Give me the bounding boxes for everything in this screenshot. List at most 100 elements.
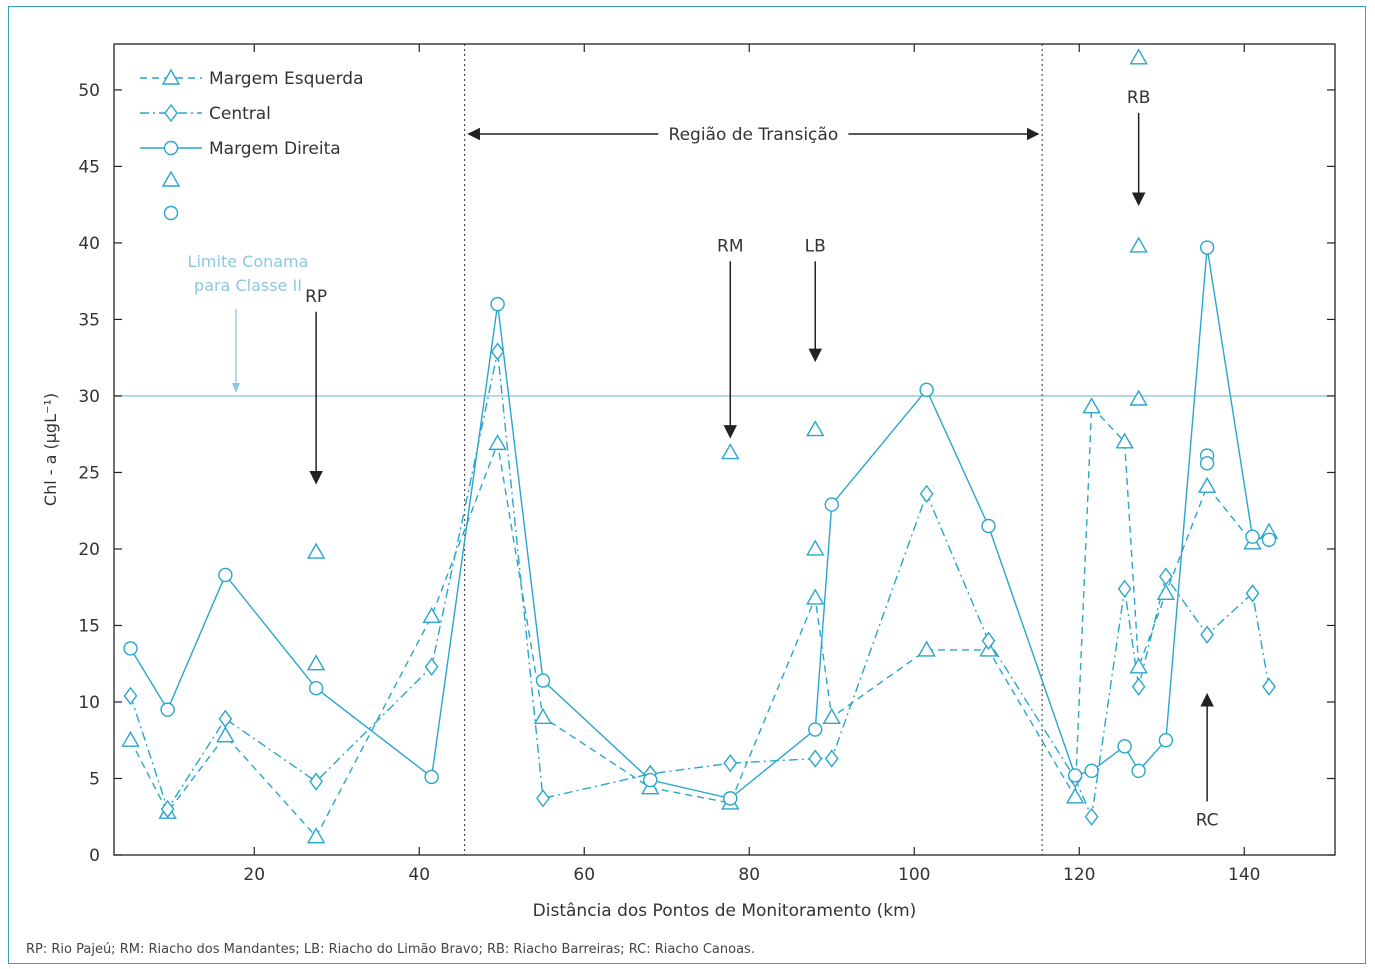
data-point-triangle xyxy=(1129,657,1148,674)
data-point-triangle xyxy=(1197,476,1217,493)
data-point-circle xyxy=(824,497,839,512)
data-point-circle xyxy=(1199,240,1215,255)
extra-point-triangle xyxy=(1129,236,1148,253)
data-point-circle xyxy=(808,722,823,737)
extra-point-triangle xyxy=(306,654,326,671)
data-point-diamond xyxy=(1200,625,1214,644)
extra-point-circle xyxy=(1199,456,1215,471)
data-point-diamond xyxy=(1262,677,1276,696)
data-point-triangle xyxy=(422,606,441,623)
data-point-triangle xyxy=(533,707,553,724)
tributary-label: RC xyxy=(1196,810,1219,830)
data-point-diamond xyxy=(1117,579,1132,598)
y-tick-label: 10 xyxy=(78,693,100,713)
data-point-diamond xyxy=(490,342,505,361)
data-point-diamond xyxy=(1159,567,1173,586)
data-point-diamond xyxy=(808,749,823,768)
data-point-circle xyxy=(919,382,934,398)
data-point-triangle xyxy=(1065,787,1085,804)
x-tick-label: 80 xyxy=(738,865,760,885)
y-axis-label: Chl - a (μgL⁻¹) xyxy=(41,393,60,506)
data-point-diamond xyxy=(824,749,839,768)
data-point-circle xyxy=(1245,529,1260,544)
data-point-circle xyxy=(723,791,738,806)
x-tick-label: 40 xyxy=(408,865,430,885)
y-tick-label: 45 xyxy=(78,157,100,177)
data-point-circle xyxy=(1117,739,1132,754)
series-line-circle xyxy=(129,247,1270,800)
figure-frame xyxy=(8,6,1366,964)
x-axis-label: Distância dos Pontos de Monitoramento (k… xyxy=(533,901,917,921)
data-point-diamond xyxy=(1084,807,1099,826)
data-point-triangle xyxy=(806,588,825,605)
legend-marker-circle xyxy=(163,140,179,156)
x-tick-label: 60 xyxy=(573,865,595,885)
extra-point-triangle xyxy=(306,542,326,559)
y-tick-label: 25 xyxy=(78,463,100,483)
data-point-diamond xyxy=(1245,584,1260,603)
conama-label-line1: Limite Conama xyxy=(188,252,309,271)
y-tick-label: 40 xyxy=(78,234,100,254)
data-point-triangle xyxy=(822,707,841,724)
data-point-diamond xyxy=(160,799,175,819)
data-point-triangle xyxy=(121,730,140,747)
data-point-circle xyxy=(535,673,551,688)
data-point-diamond xyxy=(309,772,323,791)
data-point-triangle xyxy=(1082,397,1101,414)
tributary-label: RP xyxy=(305,287,327,307)
data-point-diamond xyxy=(218,709,233,728)
x-tick-label: 140 xyxy=(1228,865,1260,885)
extra-point-triangle xyxy=(806,539,825,556)
conama-label-line2: para Classe II xyxy=(194,276,302,295)
data-point-circle xyxy=(643,772,658,788)
legend-marker-triangle xyxy=(161,68,181,85)
data-point-circle xyxy=(490,296,505,312)
y-tick-label: 30 xyxy=(78,387,100,407)
data-point-circle xyxy=(160,702,175,717)
tributary-label: LB xyxy=(805,236,826,256)
extra-point-triangle xyxy=(721,443,740,460)
legend-label: Central xyxy=(209,104,271,124)
data-point-diamond xyxy=(919,484,934,504)
y-tick-label: 20 xyxy=(78,540,100,560)
data-point-circle xyxy=(1158,733,1174,748)
x-tick-label: 120 xyxy=(1063,865,1095,885)
data-point-circle xyxy=(424,769,439,785)
data-point-diamond xyxy=(981,631,996,650)
data-point-triangle xyxy=(488,433,507,451)
footnote: RP: Rio Pajeú; RM: Riacho dos Mandantes;… xyxy=(26,942,755,957)
conama-arrowhead xyxy=(232,383,240,393)
data-point-circle xyxy=(123,641,138,656)
y-tick-label: 50 xyxy=(78,81,100,101)
data-point-circle xyxy=(1131,763,1146,779)
data-point-circle xyxy=(981,518,996,534)
legend-extra-triangle xyxy=(161,170,181,187)
data-point-triangle xyxy=(1115,432,1134,449)
data-point-circle xyxy=(218,567,233,583)
data-point-circle xyxy=(1261,532,1277,547)
data-point-diamond xyxy=(723,754,738,773)
data-point-diamond xyxy=(1131,677,1146,696)
y-tick-label: 0 xyxy=(89,846,100,866)
extra-point-triangle xyxy=(1129,389,1148,406)
transition-label: Região de Transição xyxy=(669,125,839,145)
legend-label: Margem Direita xyxy=(209,139,341,159)
legend-label: Margem Esquerda xyxy=(209,69,364,89)
tributary-label: RM xyxy=(717,236,743,256)
x-tick-label: 20 xyxy=(243,865,265,885)
data-point-triangle xyxy=(1156,583,1176,601)
data-point-circle xyxy=(1067,768,1083,783)
plot-area xyxy=(113,43,1336,856)
data-point-diamond xyxy=(536,789,550,808)
legend-marker-diamond xyxy=(164,103,178,123)
y-tick-label: 15 xyxy=(78,616,100,636)
data-point-triangle xyxy=(216,726,235,743)
data-point-triangle xyxy=(917,640,936,657)
extra-point-triangle xyxy=(1129,48,1148,65)
y-tick-label: 5 xyxy=(89,769,100,789)
series-line-diamond xyxy=(129,351,1270,820)
data-point-diamond xyxy=(123,686,138,706)
data-point-circle xyxy=(308,681,324,696)
legend-extra-circle xyxy=(163,205,179,221)
